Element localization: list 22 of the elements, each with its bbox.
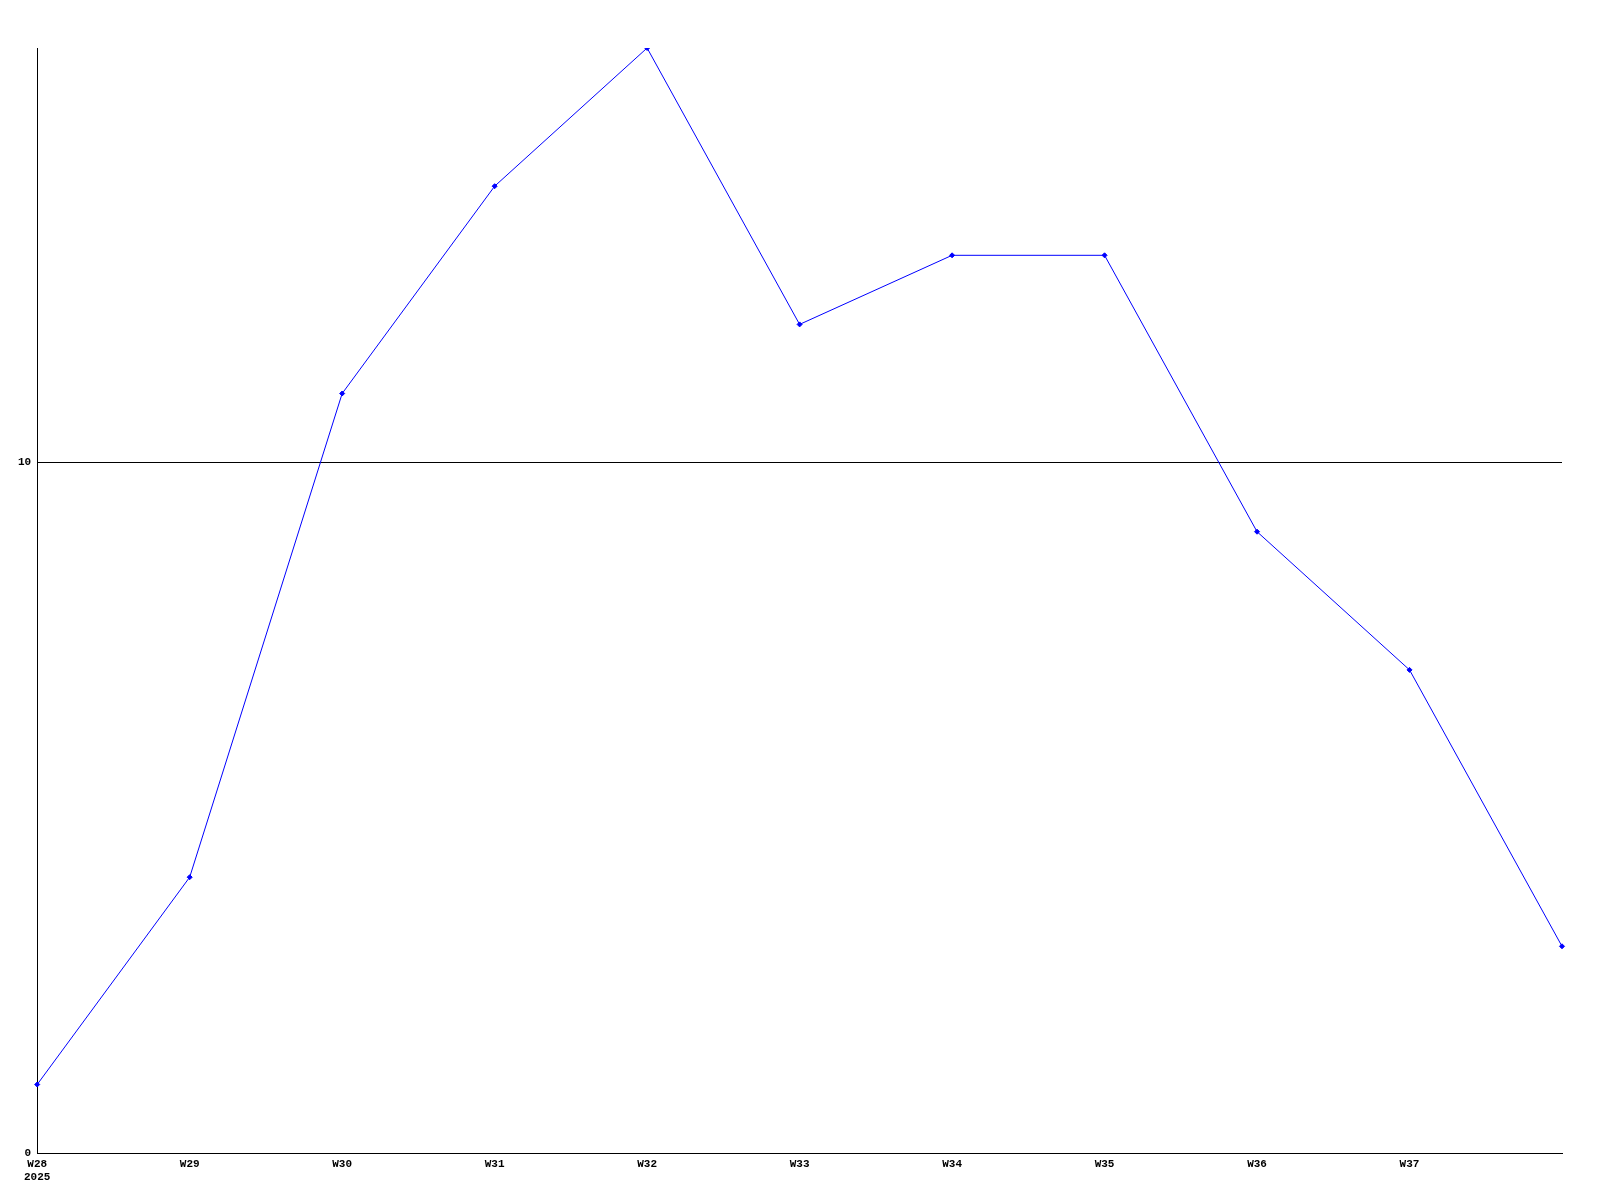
point — [1254, 528, 1261, 535]
point — [186, 874, 193, 881]
y-tick-label: 10 — [18, 456, 32, 469]
point — [796, 321, 803, 328]
x-tick-label: W30 — [332, 1157, 353, 1170]
x-tick-label: W28 2025 — [24, 1157, 51, 1184]
point — [1101, 252, 1108, 259]
x-tick-label: W31 — [484, 1157, 505, 1170]
point — [1559, 943, 1565, 950]
x-tick-label: W29 — [179, 1157, 200, 1170]
x-tick-label: W32 — [637, 1157, 658, 1170]
point — [1406, 666, 1413, 673]
y-tick-label: 0 — [24, 1147, 32, 1160]
x-tick-label: W36 — [1247, 1157, 1267, 1170]
x-tick-label: W37 — [1399, 1157, 1420, 1170]
x-tick-label: W34 — [942, 1157, 963, 1170]
point — [34, 1081, 41, 1088]
point — [339, 390, 346, 397]
x-tick-label: W35 — [1094, 1157, 1115, 1170]
point — [491, 183, 498, 190]
point — [949, 252, 956, 259]
x-tick-label: W33 — [789, 1157, 810, 1170]
